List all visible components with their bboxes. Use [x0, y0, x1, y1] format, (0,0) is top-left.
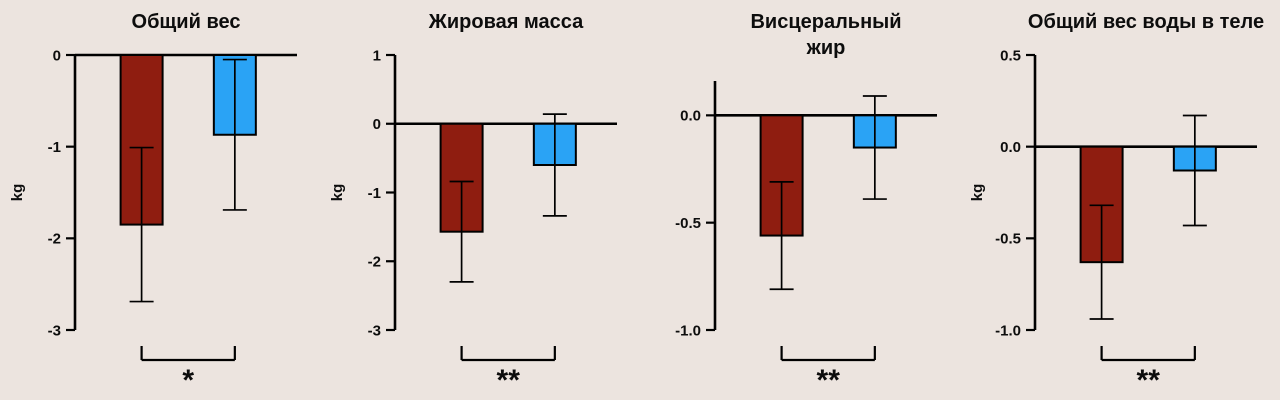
chart-panel-2: Жировая масса 1 0 -1 -2 -3 kg ** — [320, 0, 640, 400]
chart-title: Жировая масса — [428, 11, 584, 33]
y-tick-label: -1 — [48, 139, 61, 156]
chart-svg: Общий вес 0 -1 -2 -3 kg * — [9, 11, 297, 397]
chart-panel-3: Висцеральный жир 0.0 -0.5 -1.0 ** — [640, 0, 960, 400]
chart-svg: Общий вес воды в теле 0.5 0.0 -0.5 -1.0 kg ** — [969, 11, 1264, 397]
y-tick-label: 0.0 — [1000, 139, 1021, 156]
y-axis-label: kg — [329, 184, 346, 202]
y-axis-label: kg — [9, 184, 26, 202]
y-tick-label: -0.5 — [675, 215, 701, 232]
y-tick-label: 0.0 — [680, 108, 701, 125]
significance-label: ** — [1137, 364, 1161, 397]
chart-title: жир — [806, 37, 846, 59]
significance-label: ** — [497, 364, 521, 397]
y-tick-label: -2 — [368, 254, 381, 271]
y-tick-label: 1 — [373, 47, 381, 64]
y-tick-label: -1.0 — [675, 322, 701, 339]
y-tick-label: -3 — [48, 322, 61, 339]
chart-title: Висцеральный — [750, 11, 901, 33]
y-tick-label: 0.5 — [1000, 47, 1021, 64]
y-tick-label: -0.5 — [995, 231, 1021, 248]
chart-svg: Висцеральный жир 0.0 -0.5 -1.0 ** — [675, 11, 937, 397]
y-tick-label: -1.0 — [995, 322, 1021, 339]
y-tick-label: 0 — [373, 116, 381, 133]
chart-title: Общий вес воды в теле — [1028, 11, 1264, 33]
y-tick-label: -1 — [368, 185, 381, 202]
significance-label: * — [182, 364, 194, 397]
significance-label: ** — [817, 364, 841, 397]
y-axis-label: kg — [969, 184, 986, 202]
chart-panel-1: Общий вес 0 -1 -2 -3 kg * — [0, 0, 320, 400]
y-tick-label: -3 — [368, 322, 381, 339]
y-tick-label: 0 — [53, 47, 61, 64]
chart-title: Общий вес — [132, 11, 241, 33]
chart-panel-4: Общий вес воды в теле 0.5 0.0 -0.5 -1.0 kg ** — [960, 0, 1280, 400]
chart-svg: Жировая масса 1 0 -1 -2 -3 kg ** — [329, 11, 617, 397]
y-tick-label: -2 — [48, 231, 61, 248]
